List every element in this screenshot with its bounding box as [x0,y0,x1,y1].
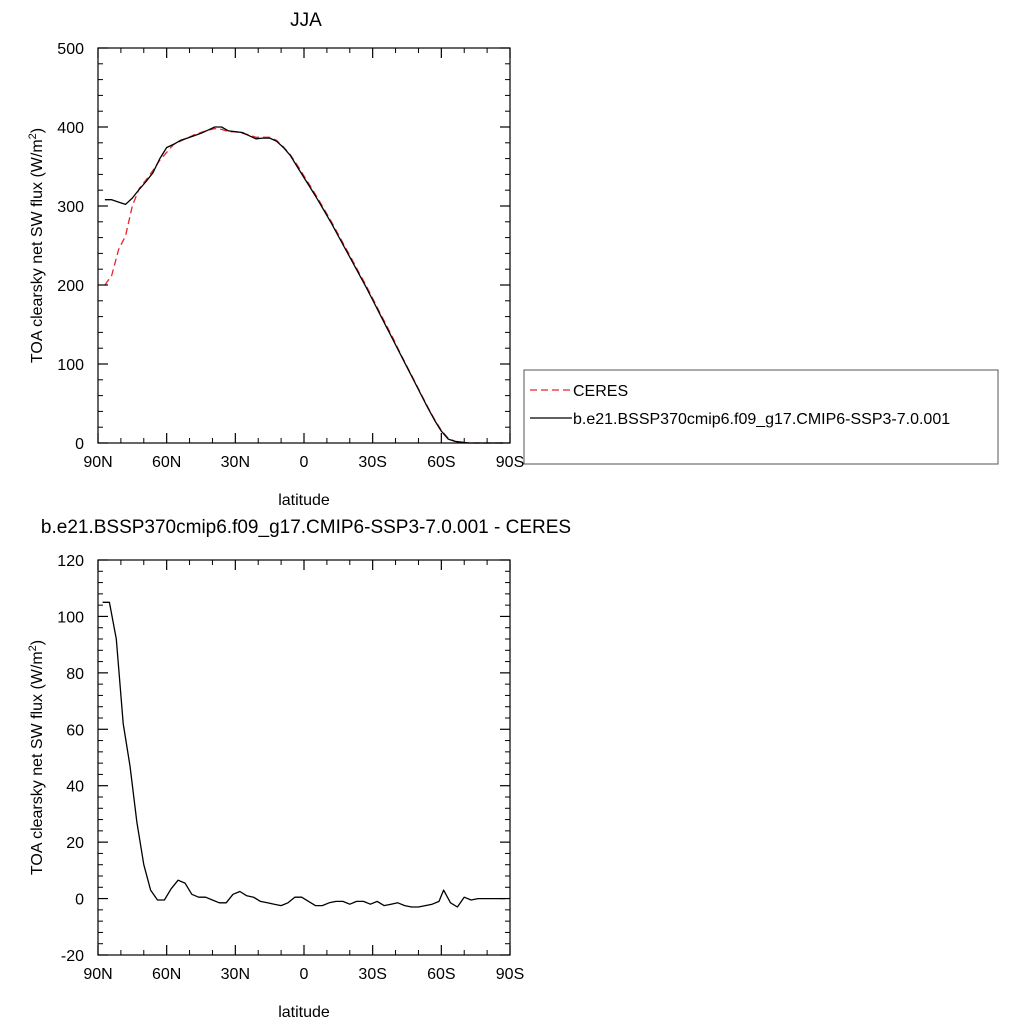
legend-label: CERES [573,383,628,400]
y-tick-label: 40 [66,779,84,796]
chart-title: JJA [290,10,322,31]
chart-2: b.e21.BSSP370cmip6.f09_g17.CMIP6-SSP3-7.… [27,517,571,1021]
x-tick-label: 90N [83,966,112,983]
x-tick-label: 90S [496,454,524,471]
y-tick-label: 100 [57,357,84,374]
y-tick-label: -20 [61,948,84,965]
y-tick-label: 120 [57,553,84,570]
x-tick-label: 30N [221,966,250,983]
y-axis-label: TOA clearsky net SW flux (W/m2) [27,640,46,875]
x-tick-label: 60S [427,454,455,471]
y-axis-label-superscript: 2 [27,645,39,651]
legend-label: b.e21.BSSP370cmip6.f09_g17.CMIP6-SSP3-7.… [573,411,950,428]
y-tick-label: 200 [57,278,84,295]
x-tick-label: 30S [358,966,386,983]
x-axis-label: latitude [278,1004,330,1021]
y-axis-label-text: TOA clearsky net SW flux (W/m [29,139,46,363]
y-tick-label: 500 [57,41,84,58]
y-tick-label: 100 [57,609,84,626]
x-axis-label: latitude [278,492,330,509]
y-axis-label-close: ) [29,640,46,645]
x-tick-label: 30S [358,454,386,471]
legend: CERES b.e21.BSSP370cmip6.f09_g17.CMIP6-SS… [523,369,999,465]
x-tick-label: 60N [152,966,181,983]
y-tick-label: 0 [75,436,84,453]
x-tick-label: 0 [300,454,309,471]
x-tick-label: 60N [152,454,181,471]
plot-frame [97,559,511,956]
chart-1: JJA 90N 60N 30N 0 30S 60S 90S 0 100 200 300 400 500 la… [27,10,999,509]
legend-box [523,369,999,465]
y-axis-label-superscript: 2 [27,133,39,139]
y-tick-label: 400 [57,120,84,137]
x-tick-label: 60S [427,966,455,983]
y-axis-label: TOA clearsky net SW flux (W/m2) [27,128,46,363]
plot-frame [97,47,511,444]
y-tick-label: 0 [75,892,84,909]
x-tick-label: 30N [221,454,250,471]
series-line-ceres [104,127,504,444]
x-tick-label: 90S [496,966,524,983]
y-tick-label: 300 [57,199,84,216]
y-tick-label: 80 [66,666,84,683]
y-tick-label: 20 [66,835,84,852]
y-tick-label: 60 [66,722,84,739]
chart-title: b.e21.BSSP370cmip6.f09_g17.CMIP6-SSP3-7.… [41,517,571,538]
y-axis-label-text: TOA clearsky net SW flux (W/m [29,651,46,875]
x-tick-label: 0 [300,966,309,983]
x-tick-label: 90N [83,454,112,471]
y-axis-label-close: ) [29,128,46,133]
series-line-difference [102,601,506,908]
series-line-b-e21-bssp370cmip6-f09-g17-cmip6-ssp3-7-0-001 [104,126,504,444]
